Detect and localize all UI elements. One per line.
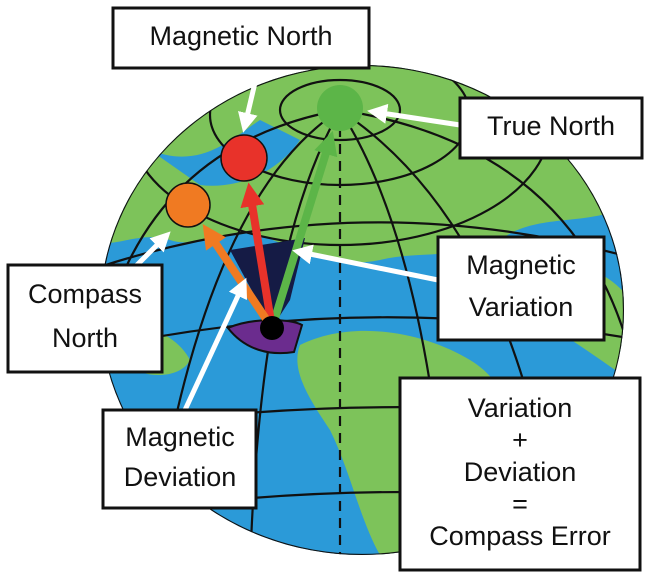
label-text: =: [512, 489, 528, 519]
label-text: Compass Error: [429, 521, 611, 551]
magnetic-variation-box: [436, 235, 606, 342]
label-text: Compass: [28, 279, 142, 309]
true-north-point: [317, 85, 363, 131]
magnetic-north-box: [111, 6, 371, 70]
compass-north-point: [165, 182, 211, 228]
magnetic-north-point: [220, 134, 268, 182]
compass-north-box: [6, 263, 164, 374]
magnetic-north-arrow: [240, 182, 276, 329]
true-north-box: [458, 96, 644, 160]
label-text: Magnetic North: [149, 21, 332, 51]
label-text: Magnetic: [466, 250, 576, 280]
label-text: North: [52, 323, 118, 353]
true-north-arrow: [268, 130, 338, 330]
labels: Magnetic North True North Compass North Magn…: [28, 21, 615, 551]
observer-dot: [260, 316, 284, 340]
label-text: Magnetic: [125, 422, 235, 452]
label-text: True North: [487, 111, 615, 141]
label-text: +: [512, 425, 528, 455]
compass-error-box: [398, 376, 642, 572]
label-text: Variation: [469, 292, 574, 322]
magnetic-deviation-box: [101, 408, 258, 510]
label-text: Deviation: [124, 462, 237, 492]
label-text: Deviation: [464, 457, 577, 487]
label-text: Variation: [468, 393, 573, 423]
